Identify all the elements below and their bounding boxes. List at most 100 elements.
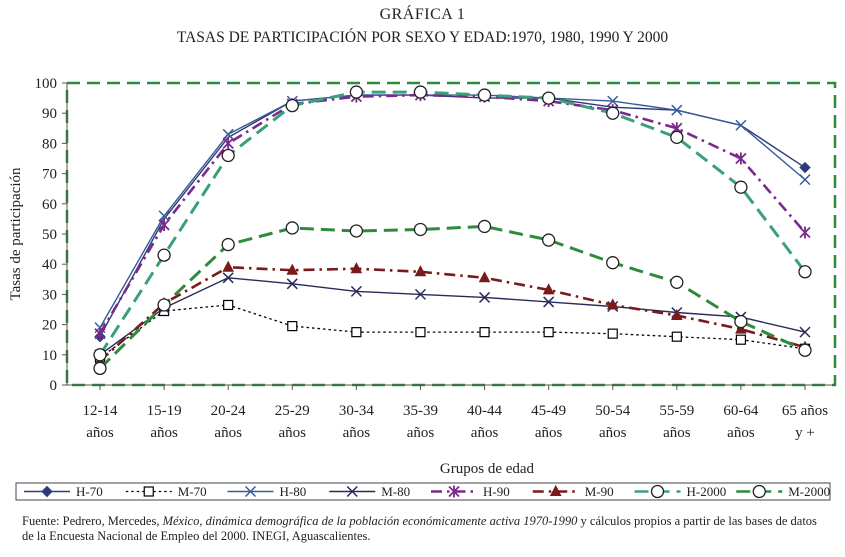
legend-label: H-80 <box>280 484 307 499</box>
point-m-80 <box>414 288 426 300</box>
point-m-80 <box>543 296 555 308</box>
legend-box <box>15 482 831 501</box>
series-line-m-2000 <box>98 224 806 370</box>
point-m-90 <box>286 263 299 275</box>
point-h-2000 <box>798 265 812 279</box>
series-line-h-90 <box>98 93 806 335</box>
y-tick-label: 90 <box>42 106 57 122</box>
series-line-h-2000 <box>98 90 807 356</box>
x-tick-label: 55-59 <box>659 403 694 419</box>
series-m-2000 <box>93 219 812 376</box>
x-tick-label: 45-49 <box>531 403 566 419</box>
legend-label: H-2000 <box>687 484 727 499</box>
legend-item-m-90: M-90 <box>532 484 614 499</box>
x-tick-label: 40-44 <box>467 403 502 419</box>
point-m-70 <box>607 328 618 339</box>
point-h-80 <box>671 104 683 116</box>
legend-item-h-80: H-80 <box>227 484 307 499</box>
legend-item-h-90: H-90 <box>431 484 510 499</box>
point-h-2000 <box>221 148 235 163</box>
series-line-m-90 <box>99 265 806 362</box>
x-tick-label-line2: años <box>471 425 499 441</box>
point-h-90 <box>222 137 234 150</box>
y-axis-title: Tasas de participación <box>8 167 24 301</box>
point-m-2000 <box>93 361 107 376</box>
y-tick-label: 50 <box>42 227 57 243</box>
plot-area-frame <box>65 81 837 387</box>
x-tick-label: 25-29 <box>275 403 310 419</box>
legend-item-h-70: H-70 <box>24 484 103 499</box>
point-h-2000 <box>285 99 299 113</box>
point-m-80 <box>799 326 811 338</box>
point-h-2000 <box>413 85 428 99</box>
series-m-90 <box>94 260 811 366</box>
x-tick-label-line2: y + <box>795 425 815 441</box>
legend-item-m-80: M-80 <box>329 484 410 499</box>
point-h-2000 <box>670 130 684 145</box>
legend-marker <box>143 486 154 497</box>
point-h-70 <box>799 161 811 174</box>
legend-item-m-2000: M-2000 <box>736 484 830 499</box>
point-h-2000 <box>93 348 107 362</box>
series-line-m-80 <box>99 277 806 356</box>
point-m-2000 <box>734 314 748 329</box>
series-m-80 <box>94 272 811 361</box>
x-tick-label-line2: años <box>663 425 691 441</box>
point-m-90 <box>542 283 555 295</box>
legend-label: M-2000 <box>788 484 830 499</box>
point-m-2000 <box>413 222 428 237</box>
chart-title: GRÁFICA 1 <box>379 6 466 23</box>
point-m-2000 <box>349 224 364 238</box>
series-m-70 <box>94 299 811 363</box>
y-tick-label: 10 <box>42 348 57 364</box>
point-m-90 <box>670 308 683 321</box>
point-h-90 <box>799 226 811 239</box>
chart-subtitle: TASAS DE PARTICIPACIÓN POR SEXO Y EDAD:1… <box>176 29 669 46</box>
x-tick-label-line2: años <box>279 425 307 441</box>
legend-marker <box>752 484 766 499</box>
legend-label: H-70 <box>76 484 103 499</box>
point-m-70 <box>735 334 747 345</box>
x-tick-label-line2: años <box>214 425 242 441</box>
point-h-90 <box>735 152 747 165</box>
point-m-80 <box>479 291 491 303</box>
x-tick-label-line2: años <box>343 425 371 441</box>
legend-marker <box>244 485 257 498</box>
point-m-2000 <box>221 237 235 252</box>
point-h-2000 <box>349 85 364 99</box>
point-m-80 <box>222 272 234 284</box>
point-m-90 <box>478 271 491 283</box>
x-tick-label-line2: años <box>86 425 114 441</box>
x-tick-label: 15-19 <box>147 403 182 419</box>
x-tick-label-line2: años <box>535 425 563 441</box>
point-m-2000 <box>477 219 492 234</box>
point-h-80 <box>799 174 811 186</box>
x-tick-label-line2: años <box>407 425 435 441</box>
x-tick-label: 50-54 <box>595 403 630 419</box>
series-line-m-70 <box>99 304 806 359</box>
legend-label: M-70 <box>178 484 207 499</box>
legend-marker <box>41 485 53 498</box>
source-title: México, dinámica demográfica de la pobla… <box>162 514 578 528</box>
y-tick-label: 70 <box>42 167 57 183</box>
source-prefix: Fuente: Pedrero, Mercedes, <box>22 514 163 528</box>
x-tick-label: 30-34 <box>339 403 374 419</box>
point-m-2000 <box>157 298 171 312</box>
x-tick-label: 65 años <box>782 403 828 419</box>
line-chart: 0 10 20 30 40 50 60 70 80 90 100 12-14 años 15-19 años… <box>8 76 837 501</box>
point-m-70 <box>351 327 362 338</box>
x-tick-label: 20-24 <box>211 403 246 419</box>
x-tick-label: 60-64 <box>723 403 758 419</box>
point-h-80 <box>607 95 619 107</box>
series-h-2000 <box>93 85 812 362</box>
legend-item-h-2000: H-2000 <box>634 484 727 499</box>
legend-marker <box>448 485 460 498</box>
series-h-70 <box>94 94 811 343</box>
point-m-90 <box>414 265 427 277</box>
point-m-70 <box>223 299 234 311</box>
x-tick-label-line2: años <box>727 425 755 441</box>
y-tick-label: 20 <box>42 318 57 334</box>
point-m-90 <box>350 262 363 274</box>
point-h-2000 <box>541 91 556 105</box>
source-suffix: y cálculos propios a partir de las bases… <box>22 514 817 543</box>
